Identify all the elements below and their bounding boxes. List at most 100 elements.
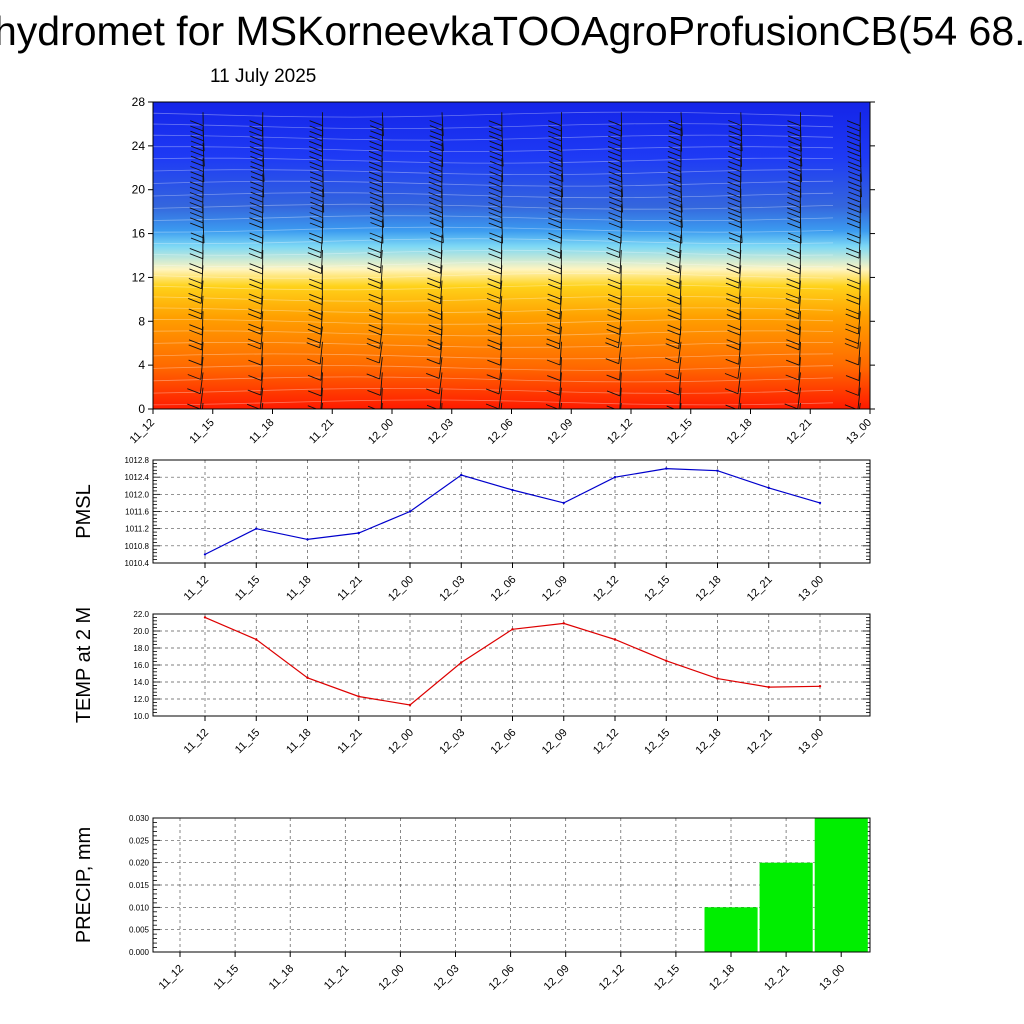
wind-barb [489, 142, 504, 167]
data-point [613, 475, 617, 479]
x-tick-label: 12_06 [489, 727, 519, 757]
contour-line [153, 272, 834, 279]
wind-barb [606, 387, 622, 409]
wind-barb [845, 357, 861, 382]
wind-barb [381, 402, 383, 409]
contour-line [153, 296, 834, 302]
x-tick-label: 12_03 [437, 574, 467, 604]
wind-barb [486, 295, 503, 320]
data-point [255, 638, 258, 641]
wind-barb [859, 402, 861, 409]
data-point [460, 661, 463, 664]
y-tick-label: 12.0 [133, 695, 149, 704]
wind-barb [189, 173, 204, 198]
wind-barb [309, 158, 324, 183]
wind-barb [606, 249, 622, 274]
x-tick-label: 12_03 [426, 417, 456, 447]
wind-barb [321, 402, 323, 409]
wind-barb [368, 280, 383, 305]
contour-line [153, 192, 834, 199]
wind-barb [845, 311, 861, 335]
wind-barb [310, 173, 325, 198]
x-tick-label: 12_15 [665, 417, 695, 447]
wind-barb [426, 265, 443, 289]
wind-barb [784, 387, 801, 409]
wind-barbs [187, 112, 922, 409]
wind-barb [487, 311, 503, 336]
contour-line [153, 226, 834, 233]
wind-barb [907, 281, 920, 305]
contour-line [153, 353, 834, 360]
wind-barb [788, 142, 803, 167]
wind-barb [667, 158, 682, 183]
y-tick-label: 12 [132, 270, 146, 284]
wind-barb [548, 173, 564, 198]
x-tick-label: 12_18 [707, 963, 737, 993]
wind-barb [665, 372, 682, 396]
wind-barb [607, 142, 622, 168]
wind-barb [668, 219, 683, 244]
x-tick-label: 11_18 [247, 417, 277, 447]
y-tick-label: 16.0 [133, 661, 149, 670]
y-tick-label: 1010.8 [125, 542, 150, 551]
wind-barb [249, 204, 264, 229]
heatmap-fill [153, 102, 870, 409]
y-tick-label: 1012.0 [125, 490, 150, 499]
y-tick-label: 14.0 [133, 678, 149, 687]
wind-barb [908, 174, 922, 198]
wind-barb [547, 357, 562, 382]
wind-barb [608, 173, 623, 198]
wind-barb [560, 402, 562, 409]
wind-barb [367, 249, 383, 274]
wind-barb [847, 188, 862, 214]
precip-bar [759, 862, 813, 952]
wind-barb [727, 234, 742, 260]
wind-barb [488, 173, 503, 198]
y-tick-label: 0.020 [129, 859, 150, 868]
wind-barb [190, 112, 204, 137]
wind-barb [608, 158, 623, 183]
wind-barb [787, 158, 803, 183]
x-tick-label: 11_18 [267, 963, 297, 993]
y-tick-label: 24 [132, 139, 146, 153]
wind-barb [485, 372, 503, 395]
x-tick-label: 13_00 [796, 574, 826, 604]
wind-barb [728, 127, 743, 152]
x-tick-label: 12_21 [745, 727, 775, 757]
x-tick-label: 12_12 [597, 963, 627, 993]
x-tick-label: 12_09 [542, 963, 572, 993]
wind-barb [249, 112, 264, 137]
x-tick-label: 12_06 [486, 417, 516, 447]
x-tick-label: 11_15 [212, 963, 242, 993]
wind-barb [787, 127, 802, 152]
wind-barb [309, 112, 324, 137]
wind-barb [725, 387, 742, 409]
wind-barb [188, 341, 204, 366]
wind-barb [786, 341, 801, 366]
wind-barb [548, 127, 562, 153]
y-tick-label: 0 [138, 402, 145, 416]
wind-barb [190, 158, 205, 183]
wind-barb [189, 188, 204, 214]
wind-barb [309, 142, 323, 168]
wind-barb [665, 249, 682, 274]
wind-barb [607, 127, 622, 153]
wind-barb [725, 341, 742, 365]
contour-line [153, 169, 833, 175]
wind-barb [426, 357, 443, 379]
data-point [357, 695, 360, 698]
wind-barb [605, 326, 622, 349]
wind-barb [429, 127, 444, 152]
wind-barb [369, 112, 384, 137]
wind-barb [309, 204, 324, 229]
x-tick-label: 11_15 [233, 574, 263, 604]
wind-barb [668, 188, 683, 213]
data-point [716, 469, 719, 472]
wind-barb [426, 387, 443, 409]
data-point [306, 538, 309, 541]
wind-barb [549, 158, 564, 183]
data-point [613, 638, 617, 641]
data-point [562, 501, 565, 505]
wind-barb [366, 341, 383, 364]
wind-barb [308, 265, 323, 290]
